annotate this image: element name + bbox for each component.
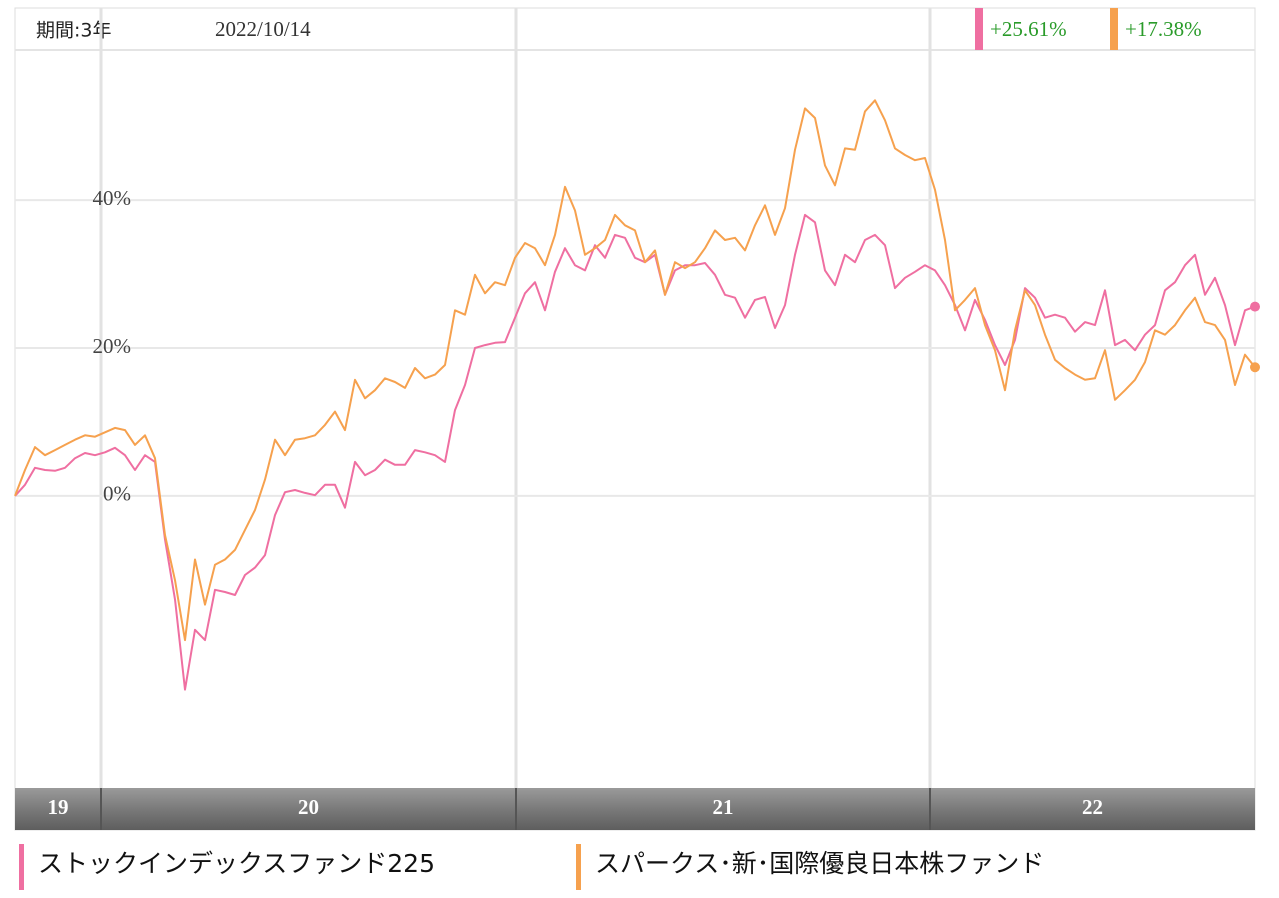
change-label: +25.61%	[990, 17, 1067, 41]
change-label: +17.38%	[1125, 17, 1202, 41]
x-band	[516, 788, 930, 830]
change-swatch	[975, 8, 983, 50]
series-line	[14, 213, 1256, 691]
x-band-label: 22	[1082, 795, 1103, 819]
end-marker	[1250, 362, 1260, 373]
x-band	[930, 788, 1255, 830]
end-marker	[1250, 301, 1260, 312]
x-band-label: 21	[713, 795, 734, 819]
legend-label: ストックインデックスファンド225	[38, 849, 435, 878]
legend-label: スパークス･新･国際優良日本株ファンド	[595, 849, 1044, 878]
chart-frame	[14, 7, 1256, 831]
x-band	[15, 788, 101, 830]
period-label: 期間:3年	[36, 20, 112, 42]
change-swatch	[1110, 8, 1118, 50]
y-tick-label: 20%	[93, 334, 132, 358]
series-line	[14, 99, 1256, 642]
x-band	[101, 788, 516, 830]
date-label: 2022/10/14	[215, 17, 311, 41]
x-band-label: 20	[298, 795, 319, 819]
x-band-label: 19	[48, 795, 69, 819]
legend-swatch	[19, 844, 24, 890]
legend-swatch	[576, 844, 581, 890]
y-tick-label: 40%	[93, 186, 132, 210]
y-tick-label: 0%	[103, 482, 131, 506]
